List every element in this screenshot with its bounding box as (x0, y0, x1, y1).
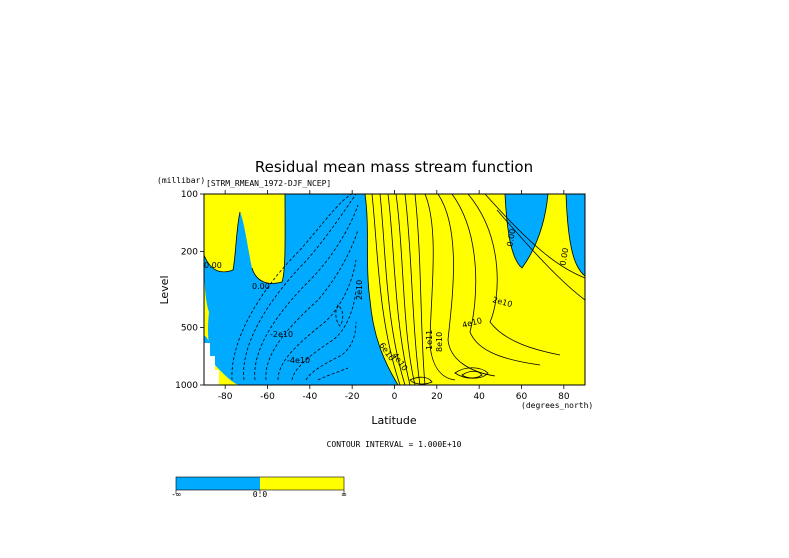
x-tick-label: -60 (260, 392, 275, 402)
dataset-label: [STRM_RMEAN_1972-DJF_NCEP] (206, 179, 331, 188)
y-tick-label: 100 (181, 190, 198, 200)
contour-label-neg-4e10: -4e10 (287, 356, 310, 365)
contour-label-zero-4: 0.00 (558, 247, 570, 266)
x-tick-label: 0 (392, 392, 398, 402)
missing-data-3 (215, 370, 219, 385)
missing-data-2 (210, 356, 215, 385)
contour-label-zero-2: 0.00 (252, 282, 270, 291)
negative-region-right (505, 194, 548, 268)
negative-region-main (204, 194, 398, 385)
plot-area (204, 194, 585, 385)
colorbar-label-zero: 0.0 (253, 490, 268, 499)
y-tick-label: 1000 (175, 381, 198, 391)
colorbar-negative (176, 477, 260, 490)
contour-interval: CONTOUR INTERVAL = 1.000E+10 (327, 440, 462, 449)
x-tick-label: 80 (558, 392, 570, 402)
contour-label-2e10-vert: 2e10 (355, 280, 364, 300)
x-tick-label: -40 (302, 392, 317, 402)
negative-region-edge (566, 194, 585, 276)
colorbar-positive (260, 477, 344, 490)
contour-label-1e11: 1e11 (425, 330, 434, 350)
chart-title: Residual mean mass stream function (255, 158, 533, 176)
contour-label-zero-3: 0.00 (505, 228, 517, 247)
zero-contours (204, 194, 585, 385)
x-tick-label: 40 (473, 392, 485, 402)
contour-label-8e10: 8e10 (435, 332, 444, 352)
x-tick-label: 60 (516, 392, 528, 402)
colorbar-label-max: ∞ (342, 490, 347, 499)
x-tick-label: 20 (431, 392, 443, 402)
contour-label-neg-2e10: -2e10 (270, 330, 293, 339)
x-units-label: (degrees_north) (521, 401, 593, 410)
x-axis-label: Latitude (371, 414, 417, 427)
y-tick-label: 500 (181, 324, 198, 334)
contour-label-zero-1: 0.00 (204, 261, 222, 270)
negative-contours (231, 194, 359, 381)
y-axis: 100 200 500 1000 (175, 190, 204, 391)
y-units: (millibar) (157, 176, 205, 185)
missing-data (204, 343, 210, 385)
colorbar: -∞ 0.0 ∞ (171, 476, 347, 499)
x-tick-label: -20 (345, 392, 360, 402)
x-tick-label: -80 (218, 392, 233, 402)
y-tick-label: 200 (181, 247, 198, 257)
x-axis: -80 -60 -40 -20 0 20 40 60 80 (218, 190, 570, 402)
positive-contours (371, 194, 585, 385)
colorbar-label-min: -∞ (171, 490, 181, 499)
y-axis-label: Level (158, 275, 171, 304)
